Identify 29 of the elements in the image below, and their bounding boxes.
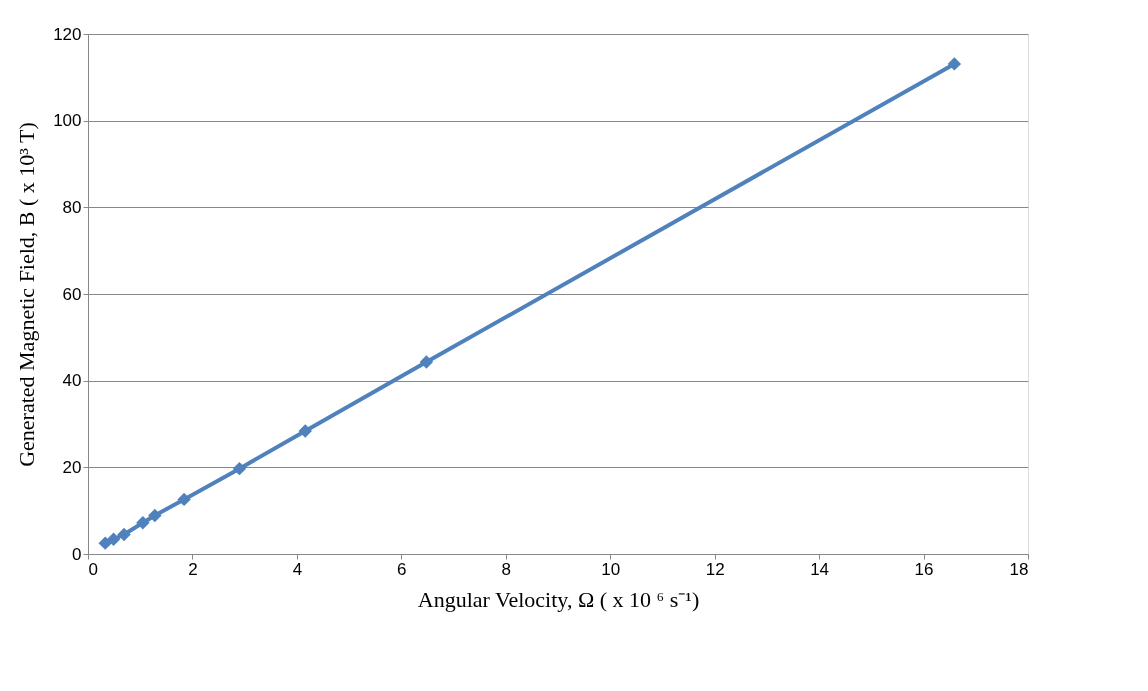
x-tick-label: 6 — [397, 559, 407, 579]
x-tick-label: 4 — [292, 559, 303, 579]
point — [298, 424, 312, 438]
point — [947, 57, 962, 71]
y-tick-label: 120 — [53, 24, 82, 44]
x-tick-label: 0 — [88, 559, 98, 579]
point — [106, 532, 121, 546]
point — [117, 527, 131, 542]
y-axis-title: Generated Magnetic Field, B ( x 10³ T) — [14, 122, 40, 467]
point — [98, 536, 112, 550]
x-tick-label: 18 — [1009, 559, 1029, 579]
x-axis-title: Angular Velocity, Ω ( x 10 ⁶ s⁻¹) — [417, 586, 700, 612]
point — [136, 516, 150, 530]
y-tick-label: 40 — [62, 371, 82, 391]
y-tick-label: 60 — [62, 284, 82, 304]
x-tick-label: 10 — [601, 559, 621, 579]
x-tick-label: 8 — [501, 559, 512, 579]
point — [177, 492, 191, 507]
point — [419, 355, 434, 369]
y-tick-label: 80 — [62, 197, 82, 217]
y-tick-label: 20 — [62, 457, 82, 477]
point — [232, 461, 247, 476]
x-tick-label: 16 — [914, 559, 934, 579]
point — [148, 508, 162, 523]
y-tick-label: 0 — [72, 544, 82, 564]
x-tick-label: 2 — [188, 559, 198, 579]
y-tick-label: 100 — [53, 111, 82, 131]
x-tick-label: 14 — [810, 559, 830, 579]
x-tick-label: 12 — [705, 559, 725, 579]
